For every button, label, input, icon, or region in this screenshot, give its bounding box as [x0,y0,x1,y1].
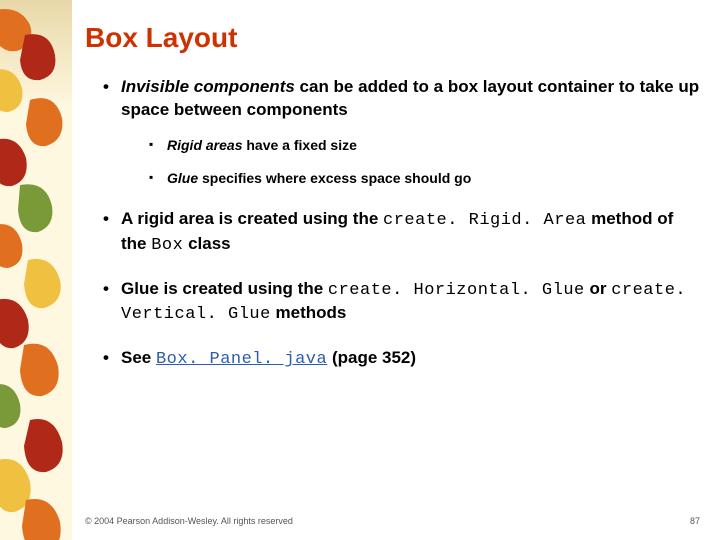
bullet-2-code1: create. Rigid. Area [383,211,586,230]
decorative-sidebar [0,0,72,540]
sub-bullet-1-text: have a fixed size [242,137,356,153]
sub-bullet-list: Rigid areas have a fixed size Glue speci… [121,136,700,188]
sub-bullet-1: Rigid areas have a fixed size [149,136,700,155]
slide-footer: © 2004 Pearson Addison-Wesley. All right… [85,516,700,526]
bullet-1-term: Invisible components [121,77,295,96]
bullet-4-post: (page 352) [327,348,416,367]
sub-bullet-2-term: Glue [167,170,198,186]
page-number: 87 [690,516,700,526]
bullet-2-code2: Box [151,236,183,255]
bullet-1: Invisible components can be added to a b… [103,76,700,188]
bullet-4-pre: See [121,348,156,367]
bullet-2-pre: A rigid area is created using the [121,209,383,228]
bullet-3-pre: Glue is created using the [121,279,328,298]
bullet-3-mid: or [585,279,611,298]
bullet-4: See Box. Panel. java (page 352) [103,347,700,372]
bullet-3: Glue is created using the create. Horizo… [103,278,700,328]
bullet-2: A rigid area is created using the create… [103,208,700,258]
bullet-2-post: class [183,234,230,253]
sub-bullet-1-term: Rigid areas [167,137,242,153]
sub-bullet-2: Glue specifies where excess space should… [149,169,700,188]
leaves-decoration [0,0,72,540]
copyright-text: © 2004 Pearson Addison-Wesley. All right… [85,516,293,526]
bullet-3-post: methods [271,303,347,322]
bullet-4-link[interactable]: Box. Panel. java [156,350,327,369]
bullet-list: Invisible components can be added to a b… [85,76,700,372]
slide-content: Box Layout Invisible components can be a… [85,22,700,520]
slide-title: Box Layout [85,22,700,54]
bullet-3-code1: create. Horizontal. Glue [328,281,585,300]
sub-bullet-2-text: specifies where excess space should go [198,170,471,186]
